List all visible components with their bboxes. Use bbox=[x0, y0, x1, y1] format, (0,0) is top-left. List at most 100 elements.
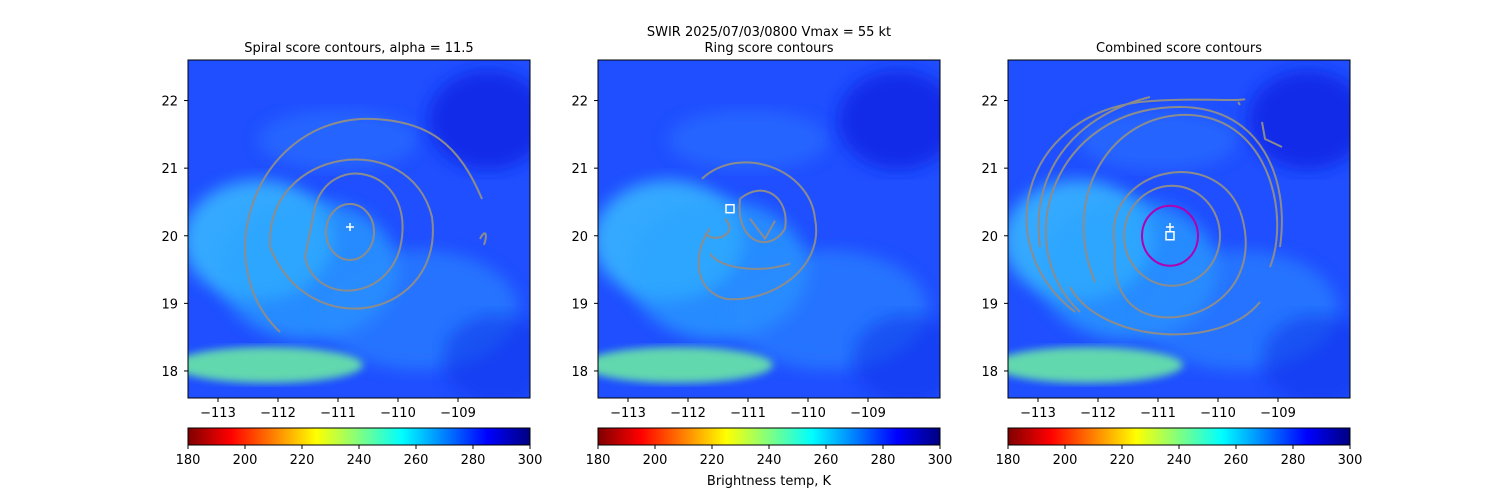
chart-panel-3: Combined score contours −113 −112 −111 −110 −… bbox=[981, 41, 1363, 468]
colorbar-tick-label: 240 bbox=[347, 453, 372, 468]
colorbar-tick-label: 260 bbox=[1224, 453, 1249, 468]
cloud-band bbox=[188, 347, 363, 383]
cloud-band bbox=[1263, 315, 1350, 398]
colorbar-tick-label: 280 bbox=[461, 453, 486, 468]
x-tick-label: −113 bbox=[200, 406, 236, 421]
y-tick-label: 20 bbox=[161, 230, 178, 245]
contour-line bbox=[1112, 171, 1247, 319]
score-contours bbox=[1025, 96, 1283, 336]
brightness-field bbox=[188, 60, 530, 398]
colorbar-tick-label: 220 bbox=[290, 453, 315, 468]
contour-line bbox=[479, 232, 487, 246]
y-tick-label: 20 bbox=[571, 230, 588, 245]
contour-line bbox=[738, 189, 787, 244]
ring-contour-cluster bbox=[697, 161, 818, 301]
x-tick-label: −112 bbox=[260, 406, 296, 421]
contour-line bbox=[749, 218, 776, 241]
contour-line bbox=[704, 218, 731, 239]
y-tick-label: 18 bbox=[981, 365, 998, 380]
x-tick-label: −111 bbox=[1140, 406, 1176, 421]
y-tick-label: 18 bbox=[571, 365, 588, 380]
cloud-band bbox=[258, 110, 418, 170]
cloud-band bbox=[838, 70, 940, 170]
axes-frame bbox=[187, 59, 531, 399]
colorbar-tick-label: 260 bbox=[404, 453, 429, 468]
contour-line bbox=[1237, 101, 1241, 106]
y-tick-label: 19 bbox=[161, 297, 178, 312]
x-tick-label: −109 bbox=[850, 406, 886, 421]
colorbar-tick-label: 220 bbox=[1110, 453, 1135, 468]
contour-line bbox=[268, 158, 434, 310]
center-square-marker bbox=[725, 203, 735, 214]
brightness-field bbox=[1008, 60, 1350, 398]
x-tick-label: −110 bbox=[790, 406, 826, 421]
x-tick-label: −113 bbox=[1020, 406, 1056, 421]
colorbar bbox=[187, 427, 531, 446]
colorbar-tick-label: 200 bbox=[1053, 453, 1078, 468]
y-tick-label: 19 bbox=[981, 297, 998, 312]
contour-line bbox=[697, 161, 818, 301]
contour-line bbox=[1037, 96, 1151, 248]
center-plus-marker bbox=[346, 222, 354, 231]
center-plus-marker bbox=[1166, 222, 1174, 231]
y-tick-label: 21 bbox=[161, 162, 178, 177]
colorbar-tick-label: 180 bbox=[586, 453, 611, 468]
score-contours bbox=[244, 117, 487, 333]
colorbar-tick-label: 200 bbox=[233, 453, 258, 468]
x-tick-label: −110 bbox=[1200, 406, 1236, 421]
colorbar bbox=[597, 427, 941, 446]
contour-line bbox=[709, 253, 791, 270]
chart-panel-1: Spiral score contours, alpha = 11.5 −113 −… bbox=[161, 41, 543, 468]
colorbar-tick-label: 260 bbox=[814, 453, 839, 468]
cloud-band bbox=[1008, 347, 1183, 383]
score-contours bbox=[697, 161, 818, 301]
colorbar-label: Brightness temp, K bbox=[707, 474, 832, 489]
cloud-band bbox=[853, 315, 940, 398]
axes-frame bbox=[597, 59, 941, 399]
contour-line bbox=[1069, 286, 1261, 336]
ring-marker bbox=[1141, 204, 1199, 267]
cloud-band bbox=[598, 347, 773, 383]
colorbar-tick-label: 300 bbox=[928, 453, 953, 468]
y-tick-label: 18 bbox=[161, 365, 178, 380]
figure-suptitle: SWIR 2025/07/03/0800 Vmax = 55 kt bbox=[647, 25, 891, 40]
y-tick-label: 22 bbox=[161, 95, 178, 110]
contour-line bbox=[1123, 184, 1221, 287]
colorbar-tick-label: 180 bbox=[176, 453, 201, 468]
colorbar-tick-label: 200 bbox=[643, 453, 668, 468]
x-tick-label: −111 bbox=[730, 406, 766, 421]
x-tick-label: −109 bbox=[1260, 406, 1296, 421]
colorbar-tick-label: 240 bbox=[1167, 453, 1192, 468]
cloud-band bbox=[1078, 110, 1238, 170]
y-tick-label: 21 bbox=[571, 162, 588, 177]
panel-title: Ring score contours bbox=[704, 41, 833, 56]
x-tick-label: −110 bbox=[380, 406, 416, 421]
contour-line bbox=[325, 202, 375, 261]
center-square-marker bbox=[1165, 231, 1175, 241]
cloud-band bbox=[668, 110, 828, 170]
y-tick-label: 19 bbox=[571, 297, 588, 312]
panel-title: Spiral score contours, alpha = 11.5 bbox=[244, 41, 473, 56]
y-tick-label: 22 bbox=[981, 95, 998, 110]
x-tick-label: −111 bbox=[320, 406, 356, 421]
panel-title: Combined score contours bbox=[1096, 41, 1262, 56]
cloud-band bbox=[1248, 70, 1350, 170]
colorbar bbox=[1007, 427, 1351, 446]
colorbar-tick-label: 240 bbox=[757, 453, 782, 468]
contour-line bbox=[1045, 105, 1283, 313]
colorbar-tick-label: 280 bbox=[871, 453, 896, 468]
x-tick-label: −112 bbox=[1080, 406, 1116, 421]
contour-line bbox=[1261, 121, 1283, 148]
colorbar-tick-label: 300 bbox=[1338, 453, 1363, 468]
y-tick-label: 22 bbox=[571, 95, 588, 110]
x-tick-label: −109 bbox=[440, 406, 476, 421]
chart-panel-2: Ring score contours −113 −112 −111 −110 −109 1… bbox=[571, 41, 953, 468]
colorbar-tick-label: 300 bbox=[518, 453, 543, 468]
y-tick-label: 21 bbox=[981, 162, 998, 177]
colorbar-tick-label: 280 bbox=[1281, 453, 1306, 468]
contour-line bbox=[303, 172, 404, 292]
cloud-band bbox=[443, 315, 530, 398]
contour-line bbox=[1082, 113, 1279, 283]
brightness-field bbox=[598, 60, 940, 398]
